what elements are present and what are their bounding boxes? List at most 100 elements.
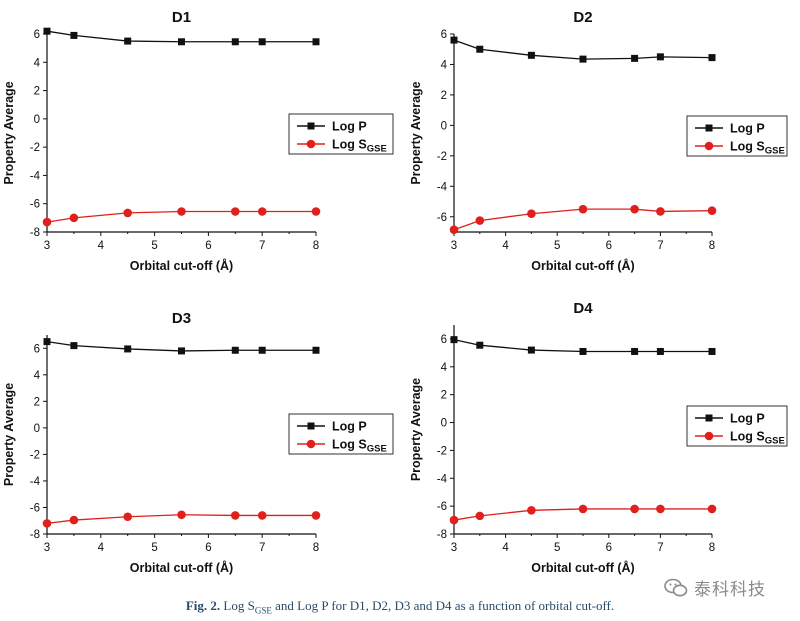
data-point [69, 213, 79, 223]
y-tick-label: 4 [34, 57, 41, 69]
data-point [579, 347, 587, 355]
x-axis-label: Orbital cut-off (Å) [531, 560, 634, 575]
y-tick-label: -2 [437, 151, 447, 163]
x-tick-label: 6 [205, 542, 211, 554]
x-tick-label: 7 [259, 240, 265, 252]
data-point [257, 511, 267, 520]
y-tick-label: 4 [441, 362, 448, 374]
y-tick-label: 2 [441, 90, 447, 102]
data-point [449, 225, 459, 235]
x-tick-label: 5 [554, 240, 560, 252]
x-tick-label: 8 [709, 542, 715, 554]
y-tick-label: -2 [30, 449, 40, 461]
legend-subscript: GSE [367, 444, 387, 455]
y-tick-label: -6 [437, 501, 447, 513]
caption-text-before: Log S [220, 598, 255, 613]
data-point [578, 504, 588, 514]
y-tick-label: 6 [441, 29, 447, 41]
y-tick-label: 4 [34, 370, 41, 382]
data-point [177, 510, 186, 520]
data-point [123, 512, 132, 522]
y-tick-label: 6 [34, 343, 40, 355]
wechat-icon [664, 578, 688, 596]
chart-title: D2 [573, 9, 592, 26]
y-tick-label: -4 [437, 181, 448, 193]
legend-label: Log P [730, 412, 765, 426]
x-tick-label: 5 [554, 542, 560, 554]
data-point [258, 38, 266, 46]
legend-label: Log P [332, 420, 367, 434]
y-tick-label: -8 [30, 529, 40, 541]
legend-marker [307, 422, 315, 430]
y-axis-label: Property Average [409, 81, 423, 184]
y-tick-label: 0 [34, 114, 40, 126]
y-tick-label: 0 [441, 418, 447, 430]
data-point [630, 504, 639, 514]
chart-title: D4 [573, 300, 593, 317]
caption-subscript: GSE [254, 605, 272, 616]
data-point [70, 342, 78, 350]
y-tick-label: 0 [441, 120, 447, 132]
y-tick-label: -4 [30, 476, 41, 488]
x-tick-label: 5 [151, 542, 157, 554]
y-tick-label: 4 [441, 59, 448, 71]
data-point [258, 346, 266, 354]
y-tick-label: 2 [34, 86, 40, 98]
data-point [578, 204, 588, 214]
y-axis-label: Property Average [2, 383, 16, 486]
data-point [231, 346, 239, 354]
x-tick-label: 3 [451, 542, 457, 554]
chart-title: D1 [172, 9, 191, 26]
data-point [475, 511, 485, 521]
x-tick-label: 4 [98, 240, 105, 252]
data-point [631, 54, 639, 62]
legend-subscript: GSE [367, 144, 387, 155]
legend-box [686, 115, 788, 157]
x-tick-label: 7 [657, 542, 663, 554]
data-point [707, 206, 717, 215]
x-tick-label: 3 [44, 240, 50, 252]
x-tick-label: 7 [657, 240, 663, 252]
legend-marker [306, 439, 316, 449]
data-point [527, 209, 536, 219]
legend-box [288, 413, 394, 455]
y-tick-label: -6 [30, 502, 40, 514]
watermark-text: 泰科科技 [694, 580, 766, 600]
y-tick-label: -4 [437, 473, 448, 485]
legend-subscript: GSE [765, 436, 785, 447]
data-point [123, 208, 132, 218]
data-point [527, 346, 535, 354]
y-tick-label: 0 [34, 423, 40, 435]
y-tick-label: -8 [437, 529, 447, 541]
x-axis-label: Orbital cut-off (Å) [130, 560, 233, 575]
data-point [178, 38, 185, 46]
data-point [178, 347, 185, 355]
x-axis-label: Orbital cut-off (Å) [130, 258, 233, 273]
data-point [69, 515, 79, 525]
y-tick-label: 2 [441, 390, 447, 402]
x-tick-label: 4 [502, 542, 509, 554]
legend-label: Log P [730, 122, 765, 136]
figure-caption: Fig. 2. Log SGSE and Log P for D1, D2, D… [0, 598, 800, 616]
data-point [124, 345, 132, 353]
x-tick-label: 6 [606, 240, 612, 252]
y-tick-label: -2 [437, 445, 447, 457]
chart-panel-d3: D3 3 4 5 6 7 8 -8 -6 -4 -2 0 2 4 6 Orbital cut-off (Å) P… [2, 310, 394, 575]
data-point [311, 207, 321, 216]
y-axis-label: Property Average [2, 81, 16, 184]
data-point [42, 217, 52, 227]
data-point [527, 51, 535, 59]
x-tick-label: 8 [709, 240, 715, 252]
chart-panel-d4: D4 3 4 5 6 7 8 -8 -6 -4 -2 0 2 4 6 Orbital cut-off (Å) P… [409, 300, 788, 575]
legend-marker [705, 414, 713, 422]
data-point [231, 511, 240, 520]
x-tick-label: 8 [313, 542, 319, 554]
data-point [656, 347, 664, 355]
data-point [707, 504, 717, 514]
data-point [708, 347, 716, 355]
data-point [476, 341, 484, 349]
legend-box [686, 405, 788, 447]
